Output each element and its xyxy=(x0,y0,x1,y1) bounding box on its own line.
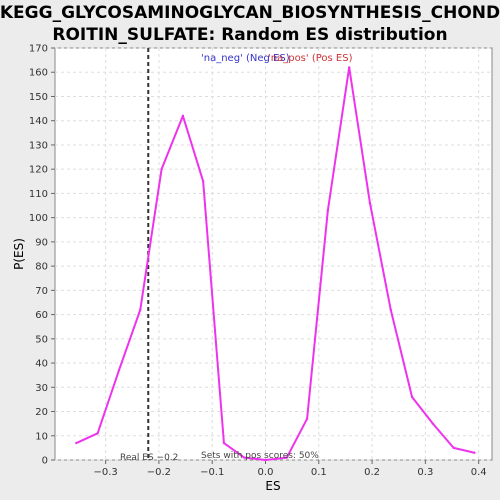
y-tick-label: 140 xyxy=(29,116,48,127)
data-point xyxy=(368,201,372,205)
y-tick-label: 50 xyxy=(35,334,48,345)
data-point xyxy=(139,308,142,311)
y-tick-label: 20 xyxy=(35,407,48,418)
data-point xyxy=(326,209,330,212)
y-tick-label: 60 xyxy=(35,310,48,321)
x-tick-label: 0.0 xyxy=(258,467,274,478)
grid xyxy=(55,47,492,461)
data-point xyxy=(242,456,246,459)
data-point xyxy=(117,369,121,372)
y-tick-label: 0 xyxy=(42,456,48,467)
chart-title-line-2: ROITIN_SULFATE: Random ES distribution xyxy=(52,25,447,45)
data-point xyxy=(452,446,455,450)
data-point xyxy=(305,417,309,420)
y-tick-label: 100 xyxy=(29,213,48,224)
y-tick-label: 110 xyxy=(29,189,48,200)
x-tick-label: 0.1 xyxy=(311,467,327,478)
legend-entry-pos: 'na_pos' (Pos ES) xyxy=(268,53,353,64)
data-point xyxy=(473,451,476,454)
series xyxy=(75,66,476,462)
pos-scores-annotation: Sets with pos scores: 50% xyxy=(201,451,319,461)
series-line xyxy=(75,66,475,461)
y-tick-label: 90 xyxy=(35,237,48,248)
real-es-label: Real ES −0.2 xyxy=(120,453,178,463)
x-axis-label: ES xyxy=(265,479,280,493)
x-tick-label: −0.2 xyxy=(147,467,171,478)
data-point xyxy=(181,114,185,118)
y-tick-label: 120 xyxy=(29,165,48,176)
x-tick-label: 0.3 xyxy=(417,467,433,478)
y-tick-label: 80 xyxy=(35,262,48,273)
x-tick-label: 0.2 xyxy=(364,467,380,478)
data-point xyxy=(201,180,205,183)
y-tick-label: 130 xyxy=(29,140,48,151)
data-point xyxy=(75,441,78,445)
x-tick-label: 0.4 xyxy=(471,467,487,478)
data-point xyxy=(264,458,267,462)
data-point xyxy=(96,432,99,435)
plot-area xyxy=(54,47,493,461)
axes: 0 10 20 30 40 50 60 70 80 90 100 110 120 130 140 150 160… xyxy=(29,44,487,479)
chart-title-line-1: KEGG_GLYCOSAMINOGLYCAN_BIOSYNTHESIS_CHON… xyxy=(0,3,500,23)
y-tick-label: 150 xyxy=(29,92,48,103)
data-point xyxy=(431,422,435,425)
data-point xyxy=(285,456,289,459)
y-tick-label: 40 xyxy=(35,359,48,370)
data-point xyxy=(389,308,392,311)
data-point xyxy=(222,441,226,445)
y-axis-label: P(ES) xyxy=(12,238,26,270)
y-tick-label: 30 xyxy=(35,383,48,394)
y-tick-label: 70 xyxy=(35,286,48,297)
y-tick-label: 170 xyxy=(29,44,48,55)
data-point xyxy=(410,395,414,399)
x-tick-label: −0.1 xyxy=(200,467,224,478)
y-tick-label: 160 xyxy=(29,68,48,79)
legend-entry-neg: 'na_neg' (Neg ES) xyxy=(201,53,290,64)
data-point xyxy=(160,167,163,171)
y-tick-label: 10 xyxy=(35,431,48,442)
x-tick-label: −0.3 xyxy=(93,467,117,478)
data-point xyxy=(347,66,351,69)
